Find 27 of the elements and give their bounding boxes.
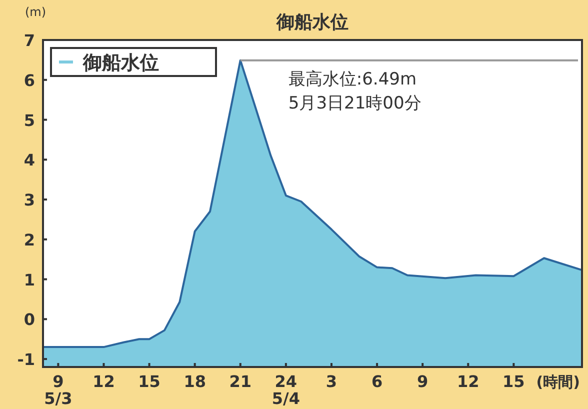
y-tick-label: 4: [24, 150, 35, 170]
y-tick-label: -1: [17, 350, 35, 370]
y-tick-label: 2: [24, 230, 35, 250]
y-tick-label: 7: [24, 31, 35, 50]
x-tick-label: 21: [229, 372, 252, 391]
chart-title: 御船水位: [276, 12, 348, 33]
y-tick-label: 6: [24, 70, 35, 90]
y-tick-label: 0: [24, 310, 35, 330]
x-tick-label: 9: [417, 372, 428, 391]
x-tick-label: 9 5/3: [44, 372, 72, 408]
x-tick-label: 15: [502, 372, 525, 391]
y-tick-label: 1: [24, 270, 35, 290]
x-tick-label: 24 5/4: [272, 372, 300, 408]
x-tick-label: 15: [138, 372, 160, 391]
y-tick-label: 5: [24, 110, 35, 130]
legend-label: 御船水位: [82, 52, 159, 74]
x-tick-label: 6: [371, 372, 383, 391]
legend: 御船水位: [50, 47, 217, 77]
x-axis-title: (時間): [536, 373, 580, 391]
x-tick-label: 3: [326, 372, 338, 391]
x-tick-label: 18: [184, 372, 206, 391]
ref-line-label: 最高水位:6.49m: [288, 69, 417, 90]
x-tick-label: 12: [456, 372, 480, 391]
y-tick-label: 3: [24, 190, 35, 210]
x-tick-label: 12: [92, 372, 115, 391]
y-axis-title: (m): [25, 5, 46, 19]
annotation: 5月3日21時00分: [288, 93, 422, 114]
